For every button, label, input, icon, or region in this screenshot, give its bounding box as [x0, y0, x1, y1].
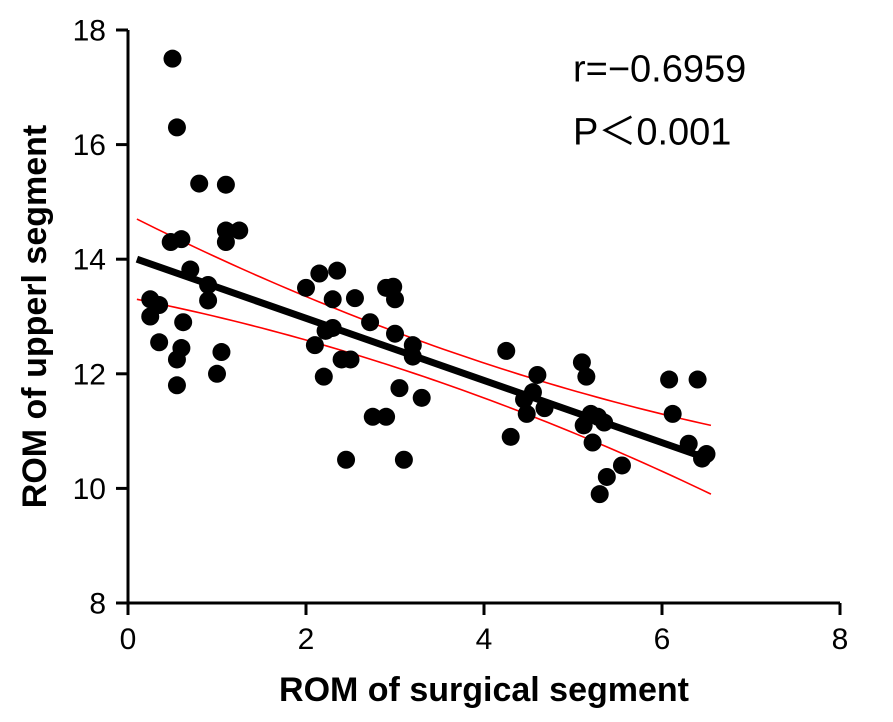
data-point [377, 408, 395, 426]
data-point [386, 290, 404, 308]
x-tick-label: 6 [654, 623, 671, 656]
data-point [413, 389, 431, 407]
data-point [217, 176, 235, 194]
plot-background [0, 0, 893, 722]
data-point [536, 399, 554, 417]
x-axis-title: ROM of surgical segment [279, 671, 689, 709]
data-point [518, 405, 536, 423]
data-point [395, 451, 413, 469]
data-point [199, 276, 217, 294]
data-point [404, 348, 422, 366]
data-point [164, 50, 182, 68]
data-point [342, 350, 360, 368]
data-point [689, 371, 707, 389]
data-point [310, 265, 328, 283]
data-point [680, 435, 698, 453]
x-tick-label: 4 [476, 623, 493, 656]
data-point [315, 368, 333, 386]
stat-p-text: P＜0.001 [573, 112, 731, 154]
data-point [595, 414, 613, 432]
y-tick-label: 16 [73, 129, 106, 162]
data-point [577, 368, 595, 386]
data-point [528, 366, 546, 384]
data-point [502, 428, 520, 446]
data-point [346, 289, 364, 307]
y-tick-label: 18 [73, 15, 106, 48]
data-point [199, 291, 217, 309]
data-point [324, 290, 342, 308]
data-point [328, 262, 346, 280]
scatter-plot-container: 0 2 4 6 8 8 10 12 14 16 18 ROM of surgical segment R… [0, 0, 893, 722]
data-point [386, 325, 404, 343]
data-point [212, 343, 230, 361]
data-point [172, 339, 190, 357]
y-tick-label: 8 [89, 588, 106, 621]
y-axis-title: ROM of upperl segment [16, 125, 54, 508]
x-tick-label: 8 [832, 623, 849, 656]
data-point [230, 222, 248, 240]
data-point [150, 333, 168, 351]
scatter-plot-svg: 0 2 4 6 8 8 10 12 14 16 18 ROM of surgical segment R… [0, 0, 893, 722]
y-tick-label: 12 [73, 358, 106, 391]
data-point [208, 365, 226, 383]
data-point [306, 336, 324, 354]
data-point [664, 405, 682, 423]
data-point [390, 379, 408, 397]
data-point [337, 451, 355, 469]
data-point [598, 468, 616, 486]
data-point [584, 434, 602, 452]
data-point [698, 445, 716, 463]
data-point [660, 371, 678, 389]
data-point [150, 296, 168, 314]
data-point [324, 319, 342, 337]
data-point [172, 230, 190, 248]
x-tick-label: 0 [120, 623, 137, 656]
y-tick-label: 14 [73, 244, 106, 277]
data-point [361, 313, 379, 331]
data-point [497, 342, 515, 360]
x-tick-label: 2 [298, 623, 315, 656]
y-tick-label: 10 [73, 473, 106, 506]
data-point [591, 485, 609, 503]
data-point [168, 118, 186, 136]
data-point [168, 376, 186, 394]
data-point [174, 313, 192, 331]
data-point [181, 261, 199, 279]
data-point [613, 456, 631, 474]
data-point [190, 175, 208, 193]
data-point [297, 279, 315, 297]
stat-r-text: r=−0.6959 [573, 49, 746, 91]
data-point [524, 383, 542, 401]
